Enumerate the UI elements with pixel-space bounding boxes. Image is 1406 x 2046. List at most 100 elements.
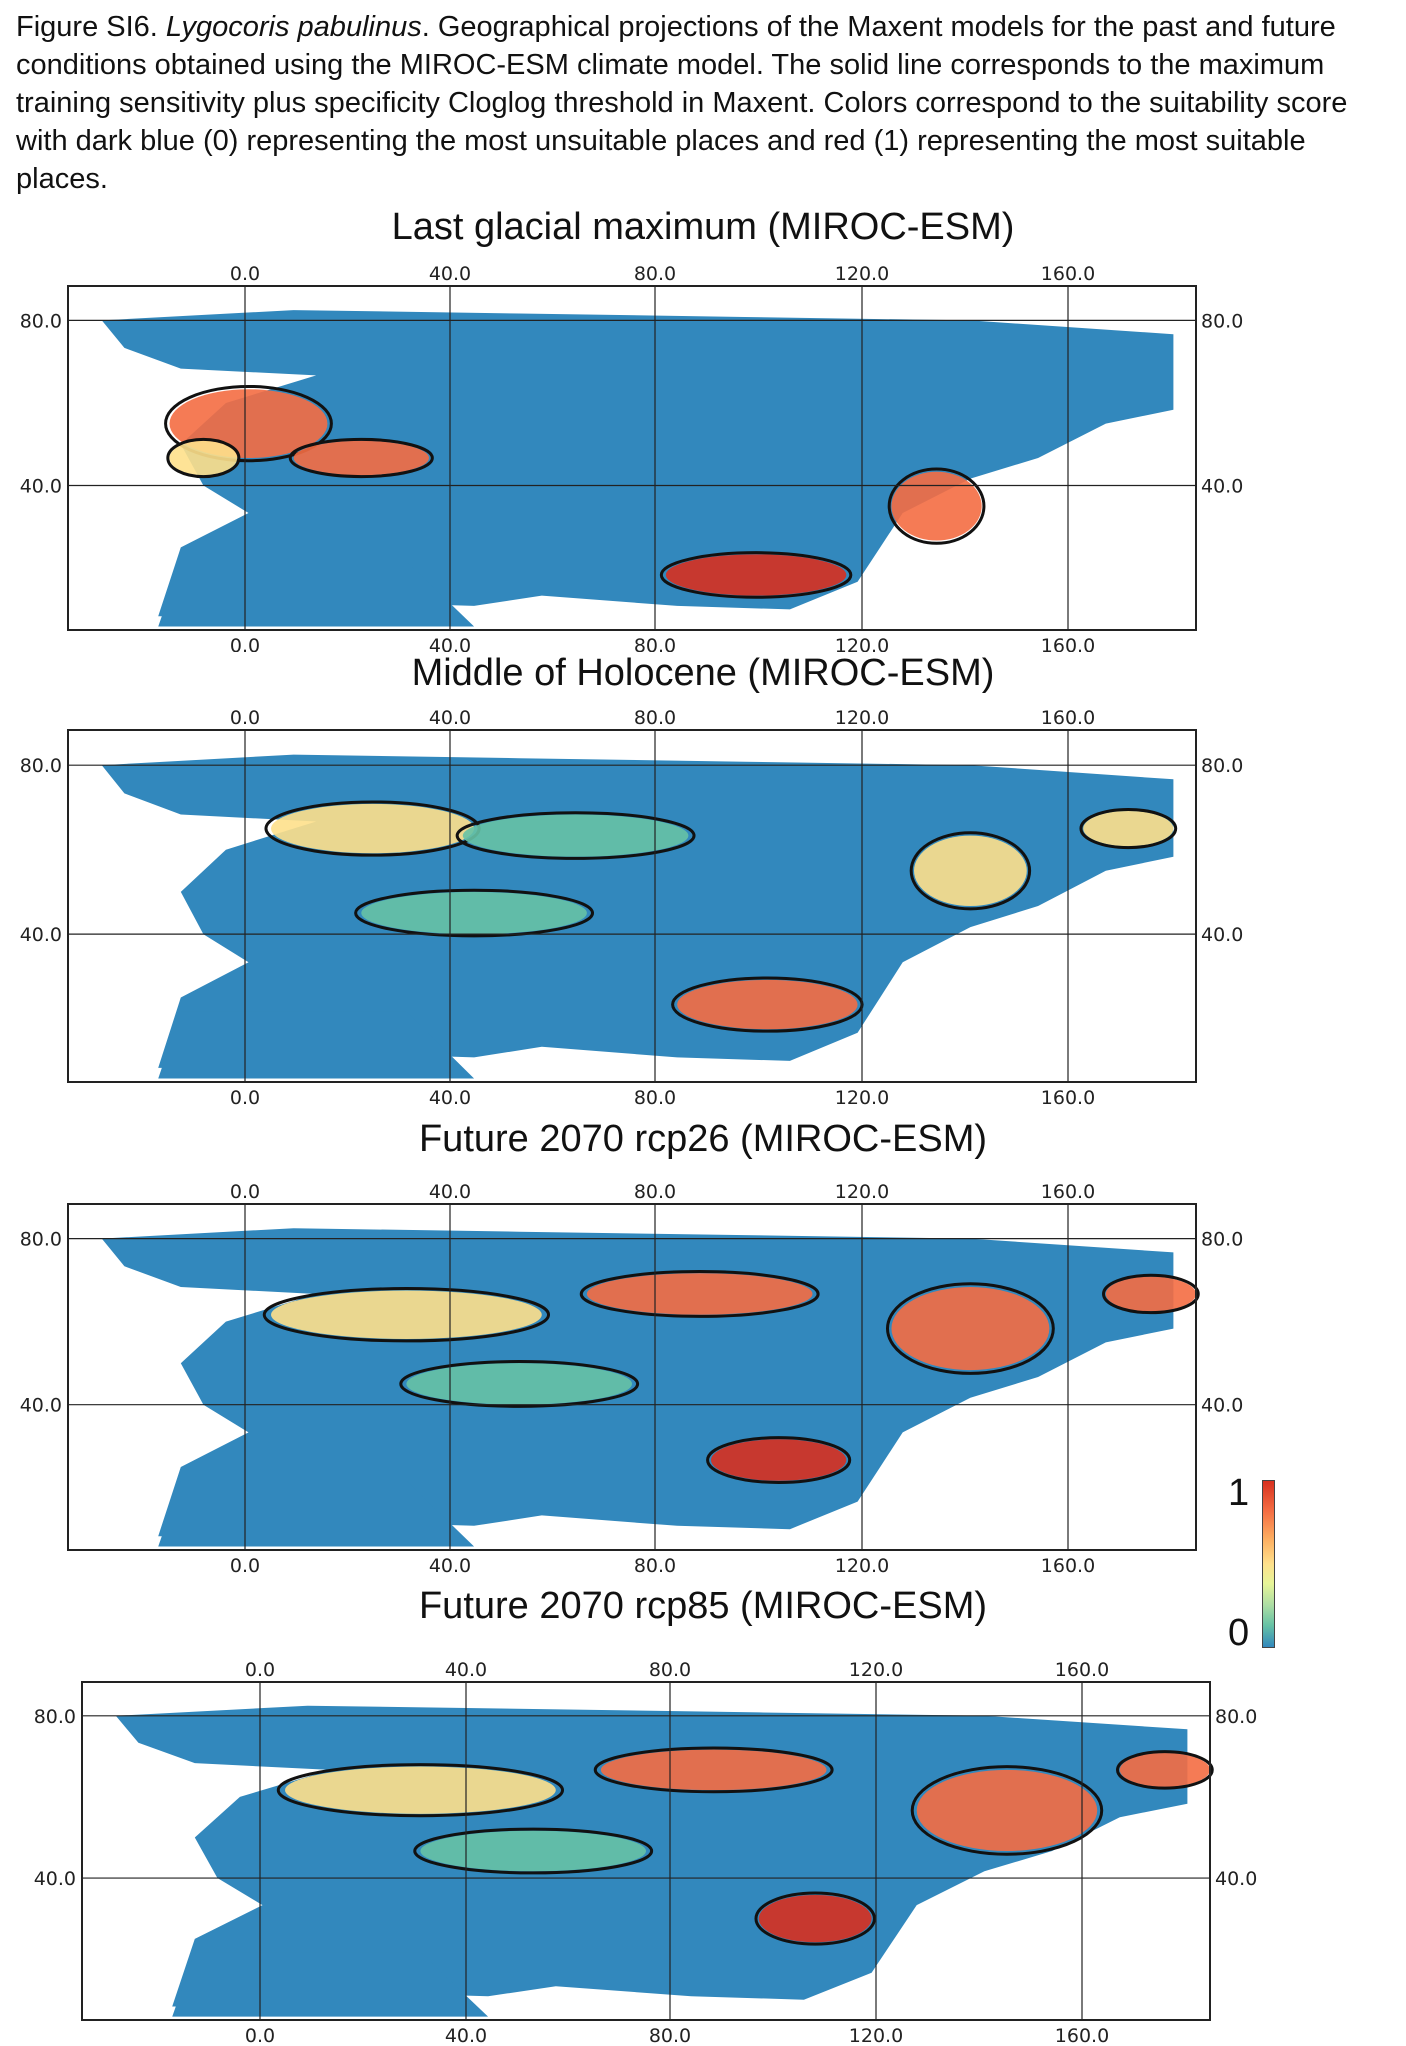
- suitability-area: [420, 1830, 646, 1872]
- threshold-contour: [399, 1359, 640, 1408]
- longitude-label-top: 160.0: [1041, 1181, 1095, 1203]
- longitude-label-top: 80.0: [634, 707, 676, 729]
- panel-title-lgm: Last glacial maximum (MIROC-ESM): [391, 206, 1015, 248]
- suitability-area: [677, 979, 858, 1030]
- map-panel-rcp85: 0.0 0.0 40.0 40.0 80.0 80.0 120.0 120.0 160.0 160…: [34, 1659, 1258, 2046]
- figure-caption: Figure SI6. Lygocoris pabulinus. Geograp…: [16, 8, 1396, 198]
- suitability-area: [891, 1287, 1050, 1371]
- longitude-label-top: 120.0: [835, 1181, 889, 1203]
- map-frame: [67, 285, 1197, 631]
- longitude-label-top: 0.0: [230, 707, 260, 729]
- threshold-contour: [1079, 808, 1178, 850]
- suitability-area: [600, 1749, 827, 1791]
- suitability-area: [586, 1273, 813, 1315]
- map-frame: [81, 1681, 1211, 2021]
- map-panel-holocene: 0.0 0.0 40.0 40.0 80.0 80.0 120.0 120.0 160.0 160…: [20, 707, 1244, 1109]
- threshold-contour: [579, 1270, 820, 1318]
- threshold-contour: [909, 831, 1032, 911]
- suitability-area: [406, 1363, 632, 1405]
- longitude-label-top: 160.0: [1041, 707, 1095, 729]
- threshold-contour: [1116, 1750, 1214, 1790]
- latitude-label-right: 80.0: [1201, 310, 1243, 332]
- threshold-contour: [659, 551, 853, 599]
- suitability-area: [462, 814, 689, 857]
- latitude-label-right: 40.0: [1201, 476, 1243, 498]
- colorbar-min-label: 0: [1228, 1612, 1250, 1654]
- latitude-label-left: 80.0: [20, 1229, 62, 1251]
- longitude-label-top: 40.0: [445, 1659, 487, 1681]
- latitude-label-left: 80.0: [20, 755, 62, 777]
- longitude-label-bottom: 160.0: [1055, 2025, 1109, 2046]
- suitability-area: [1105, 1276, 1196, 1312]
- suitability-area: [758, 1894, 872, 1943]
- longitude-label-bottom: 80.0: [634, 1087, 676, 1109]
- map-frame: [67, 1203, 1197, 1551]
- latitude-label-left: 80.0: [20, 310, 62, 332]
- threshold-contour: [706, 1436, 852, 1484]
- longitude-label-bottom: 120.0: [835, 1555, 889, 1577]
- suitability-area: [916, 1769, 1098, 1851]
- latitude-label-right: 40.0: [1201, 1395, 1243, 1417]
- longitude-label-top: 120.0: [835, 263, 889, 285]
- suitability-area: [285, 1766, 556, 1814]
- threshold-contour: [288, 437, 434, 479]
- longitude-label-bottom: 120.0: [835, 635, 889, 652]
- latitude-label-right: 40.0: [1215, 1868, 1257, 1890]
- caption-prefix: Figure SI6.: [16, 11, 158, 43]
- longitude-label-bottom: 40.0: [429, 1087, 471, 1109]
- longitude-label-bottom: 40.0: [445, 2025, 487, 2046]
- longitude-label-bottom: 80.0: [634, 1555, 676, 1577]
- suitability-area: [710, 1439, 847, 1481]
- landmass-north-africa: [158, 1011, 475, 1079]
- caption-species: Lygocoris pabulinus: [165, 11, 422, 43]
- latitude-label-left: 80.0: [34, 1706, 76, 1728]
- caption-text: . Geographical projections of the Maxent…: [16, 11, 1348, 195]
- longitude-label-top: 0.0: [245, 1659, 275, 1681]
- longitude-label-bottom: 160.0: [1041, 635, 1095, 652]
- threshold-contour: [910, 1765, 1104, 1856]
- suitability-area: [665, 554, 847, 596]
- landmass-north-africa: [158, 1480, 475, 1547]
- longitude-label-bottom: 120.0: [849, 2025, 903, 2046]
- longitude-label-top: 40.0: [429, 263, 471, 285]
- colorbar-max-label: 1: [1228, 1472, 1250, 1514]
- suitability-area: [293, 440, 429, 476]
- longitude-label-top: 160.0: [1055, 1659, 1109, 1681]
- map-frame: [67, 729, 1197, 1083]
- panel-title-holocene: Middle of Holocene (MIROC-ESM): [411, 652, 995, 694]
- threshold-contour: [164, 384, 333, 463]
- longitude-label-bottom: 80.0: [634, 635, 676, 652]
- latitude-label-left: 40.0: [20, 476, 62, 498]
- latitude-label-right: 80.0: [1215, 1706, 1257, 1728]
- longitude-label-top: 160.0: [1041, 263, 1095, 285]
- longitude-label-top: 120.0: [849, 1659, 903, 1681]
- threshold-contour: [354, 888, 595, 938]
- threshold-contour: [262, 1287, 551, 1343]
- longitude-label-bottom: 160.0: [1041, 1555, 1095, 1577]
- map-panel-lgm: 0.0 0.0 40.0 40.0 80.0 80.0 120.0 120.0 160.0 160…: [20, 263, 1244, 652]
- threshold-contour: [455, 811, 696, 860]
- threshold-contour: [754, 1891, 876, 1946]
- latitude-label-right: 80.0: [1201, 1229, 1243, 1251]
- suitability-area: [271, 803, 475, 854]
- longitude-label-top: 80.0: [634, 263, 676, 285]
- landmass-north-africa: [172, 1952, 489, 2017]
- suitability-area: [914, 835, 1027, 906]
- longitude-label-bottom: 0.0: [245, 2025, 275, 2046]
- longitude-label-top: 80.0: [634, 1181, 676, 1203]
- suitability-area: [891, 471, 982, 541]
- threshold-contour: [887, 467, 986, 545]
- suitability-area: [1119, 1752, 1210, 1787]
- longitude-label-top: 120.0: [835, 707, 889, 729]
- longitude-label-bottom: 160.0: [1041, 1087, 1095, 1109]
- longitude-label-bottom: 0.0: [230, 635, 260, 652]
- longitude-label-top: 0.0: [230, 1181, 260, 1203]
- colorbar-legend: [1262, 1480, 1275, 1648]
- suitability-area: [1083, 810, 1174, 847]
- longitude-label-bottom: 0.0: [230, 1087, 260, 1109]
- latitude-label-right: 40.0: [1201, 924, 1243, 946]
- longitude-label-bottom: 120.0: [835, 1087, 889, 1109]
- threshold-contour: [166, 437, 241, 479]
- panel-title-rcp85: Future 2070 rcp85 (MIROC-ESM): [418, 1585, 988, 1627]
- threshold-contour: [413, 1827, 654, 1875]
